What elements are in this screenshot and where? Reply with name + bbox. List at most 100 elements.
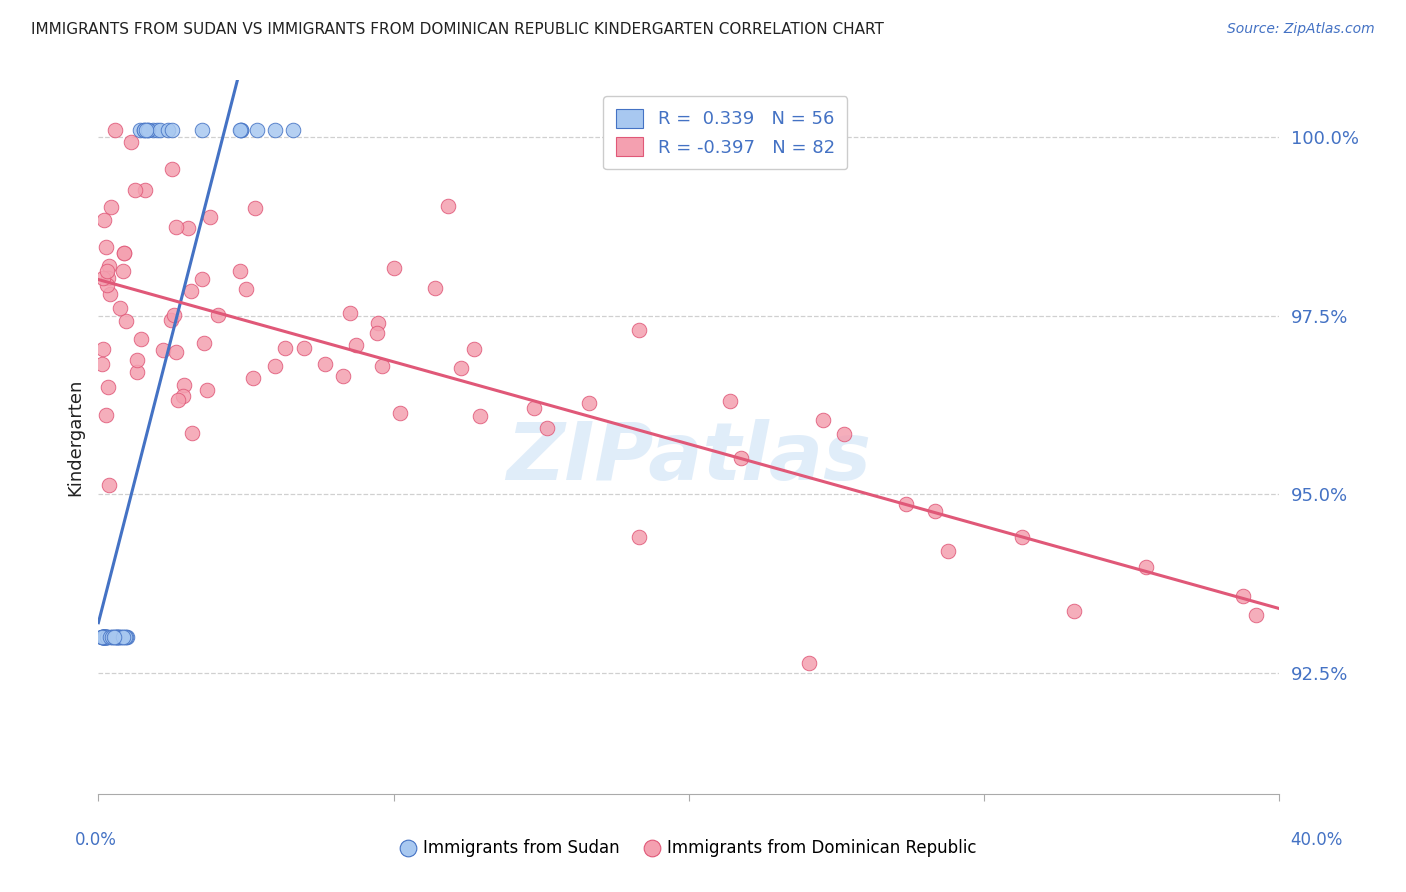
Point bbox=[115, 630, 138, 644]
Point bbox=[180, 284, 202, 298]
Point bbox=[366, 326, 388, 341]
Point bbox=[90, 630, 112, 644]
Text: 40.0%: 40.0% bbox=[1289, 831, 1343, 849]
Point bbox=[523, 401, 546, 415]
Point bbox=[1232, 589, 1254, 603]
Point bbox=[243, 201, 266, 215]
Point bbox=[370, 359, 392, 373]
Point bbox=[136, 123, 159, 137]
Point bbox=[101, 630, 124, 644]
Point bbox=[423, 281, 446, 295]
Point bbox=[93, 630, 115, 644]
Point bbox=[108, 630, 131, 644]
Point bbox=[281, 123, 304, 137]
Point bbox=[264, 359, 287, 373]
Point bbox=[367, 316, 389, 330]
Point bbox=[96, 630, 118, 644]
Point bbox=[152, 343, 174, 357]
Point bbox=[450, 360, 472, 375]
Point bbox=[207, 308, 229, 322]
Legend: R =  0.339   N = 56, R = -0.397   N = 82: R = 0.339 N = 56, R = -0.397 N = 82 bbox=[603, 96, 848, 169]
Point bbox=[110, 630, 132, 644]
Point bbox=[229, 123, 252, 137]
Point bbox=[93, 630, 115, 644]
Point bbox=[91, 630, 114, 644]
Point bbox=[1135, 559, 1157, 574]
Point bbox=[149, 123, 172, 137]
Point bbox=[1244, 607, 1267, 622]
Point bbox=[834, 426, 856, 441]
Point bbox=[246, 123, 269, 137]
Point bbox=[112, 630, 135, 644]
Point bbox=[96, 263, 118, 277]
Point bbox=[111, 630, 134, 644]
Point bbox=[627, 323, 650, 337]
Point bbox=[114, 630, 136, 644]
Point bbox=[105, 630, 128, 644]
Point bbox=[274, 341, 297, 355]
Point bbox=[162, 123, 184, 137]
Point bbox=[97, 380, 120, 394]
Point bbox=[127, 353, 149, 368]
Point bbox=[97, 259, 120, 273]
Point bbox=[344, 338, 367, 352]
Point bbox=[388, 406, 411, 420]
Y-axis label: Kindergarten: Kindergarten bbox=[66, 378, 84, 496]
Point bbox=[100, 201, 122, 215]
Point bbox=[160, 313, 183, 327]
Text: IMMIGRANTS FROM SUDAN VS IMMIGRANTS FROM DOMINICAN REPUBLIC KINDERGARTEN CORRELA: IMMIGRANTS FROM SUDAN VS IMMIGRANTS FROM… bbox=[31, 22, 884, 37]
Point bbox=[120, 135, 142, 149]
Point bbox=[98, 630, 121, 644]
Point bbox=[718, 394, 741, 409]
Point bbox=[135, 123, 157, 137]
Point bbox=[91, 630, 114, 644]
Text: ZIPatlas: ZIPatlas bbox=[506, 419, 872, 498]
Point bbox=[157, 123, 180, 137]
Point bbox=[94, 240, 117, 254]
Point bbox=[924, 504, 946, 518]
Point bbox=[136, 123, 159, 137]
Point bbox=[160, 161, 183, 176]
Point bbox=[107, 630, 129, 644]
Point bbox=[93, 212, 115, 227]
Point bbox=[797, 657, 820, 671]
Point bbox=[314, 358, 336, 372]
Point bbox=[91, 630, 114, 644]
Point bbox=[536, 421, 558, 435]
Point bbox=[936, 543, 959, 558]
Text: 0.0%: 0.0% bbox=[75, 831, 117, 849]
Point bbox=[104, 123, 127, 137]
Point bbox=[193, 336, 215, 351]
Point bbox=[94, 630, 117, 644]
Point bbox=[896, 497, 918, 511]
Point bbox=[98, 287, 121, 301]
Point bbox=[97, 270, 120, 285]
Point bbox=[437, 199, 460, 213]
Point bbox=[627, 530, 650, 544]
Point bbox=[105, 630, 128, 644]
Point bbox=[1011, 530, 1033, 544]
Point bbox=[382, 261, 405, 276]
Point bbox=[90, 630, 112, 644]
Point bbox=[96, 278, 118, 293]
Point bbox=[93, 630, 115, 644]
Point bbox=[242, 371, 264, 385]
Point bbox=[190, 123, 212, 137]
Point bbox=[231, 123, 253, 137]
Point bbox=[463, 342, 485, 356]
Point bbox=[112, 245, 135, 260]
Point bbox=[165, 219, 187, 234]
Point bbox=[98, 478, 121, 492]
Point bbox=[90, 630, 112, 644]
Point bbox=[198, 210, 221, 224]
Point bbox=[112, 246, 135, 260]
Point bbox=[146, 123, 169, 137]
Point bbox=[111, 263, 134, 277]
Point bbox=[1063, 604, 1085, 618]
Point bbox=[103, 630, 125, 644]
Point bbox=[115, 630, 138, 644]
Point bbox=[730, 451, 752, 466]
Point bbox=[228, 123, 250, 137]
Point bbox=[177, 220, 200, 235]
Point bbox=[91, 271, 114, 285]
